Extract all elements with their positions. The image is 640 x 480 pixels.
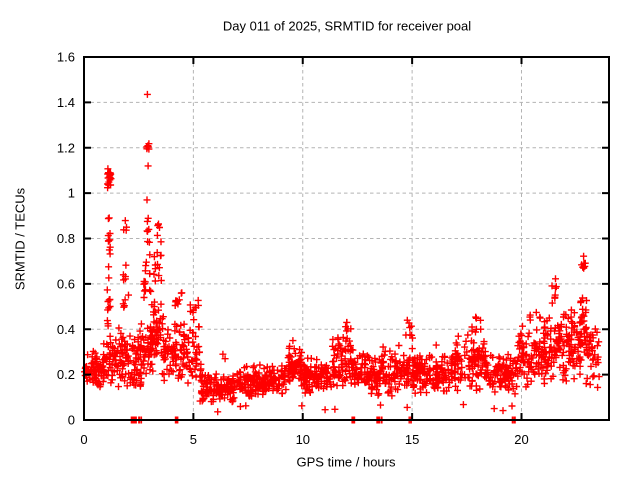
y-tick-label: 1.4 [57, 95, 75, 110]
y-tick-label: 0.2 [57, 367, 75, 382]
y-tick-label: 1 [68, 186, 75, 201]
y-tick-label: 0.8 [57, 231, 75, 246]
x-tick-label: 15 [405, 432, 419, 447]
x-axis-label: GPS time / hours [296, 454, 396, 470]
y-tick-label: 1.6 [57, 50, 75, 65]
data-points [81, 90, 603, 424]
chart-title: Day 011 of 2025, SRMTID for receiver poa… [222, 18, 472, 34]
x-tick-label: 20 [514, 432, 528, 447]
x-tick-label: 0 [80, 432, 87, 447]
y-tick-label: 0.6 [57, 276, 75, 291]
x-tick-label: 5 [190, 432, 197, 447]
y-tick-label: 0.4 [57, 322, 75, 337]
x-tick-label: 10 [296, 432, 310, 447]
y-axis-label: SRMTID / TECUs [12, 187, 28, 291]
axis-ticks [83, 56, 609, 421]
y-tick-label: 1.2 [57, 140, 75, 155]
y-tick-label: 0 [68, 413, 75, 428]
